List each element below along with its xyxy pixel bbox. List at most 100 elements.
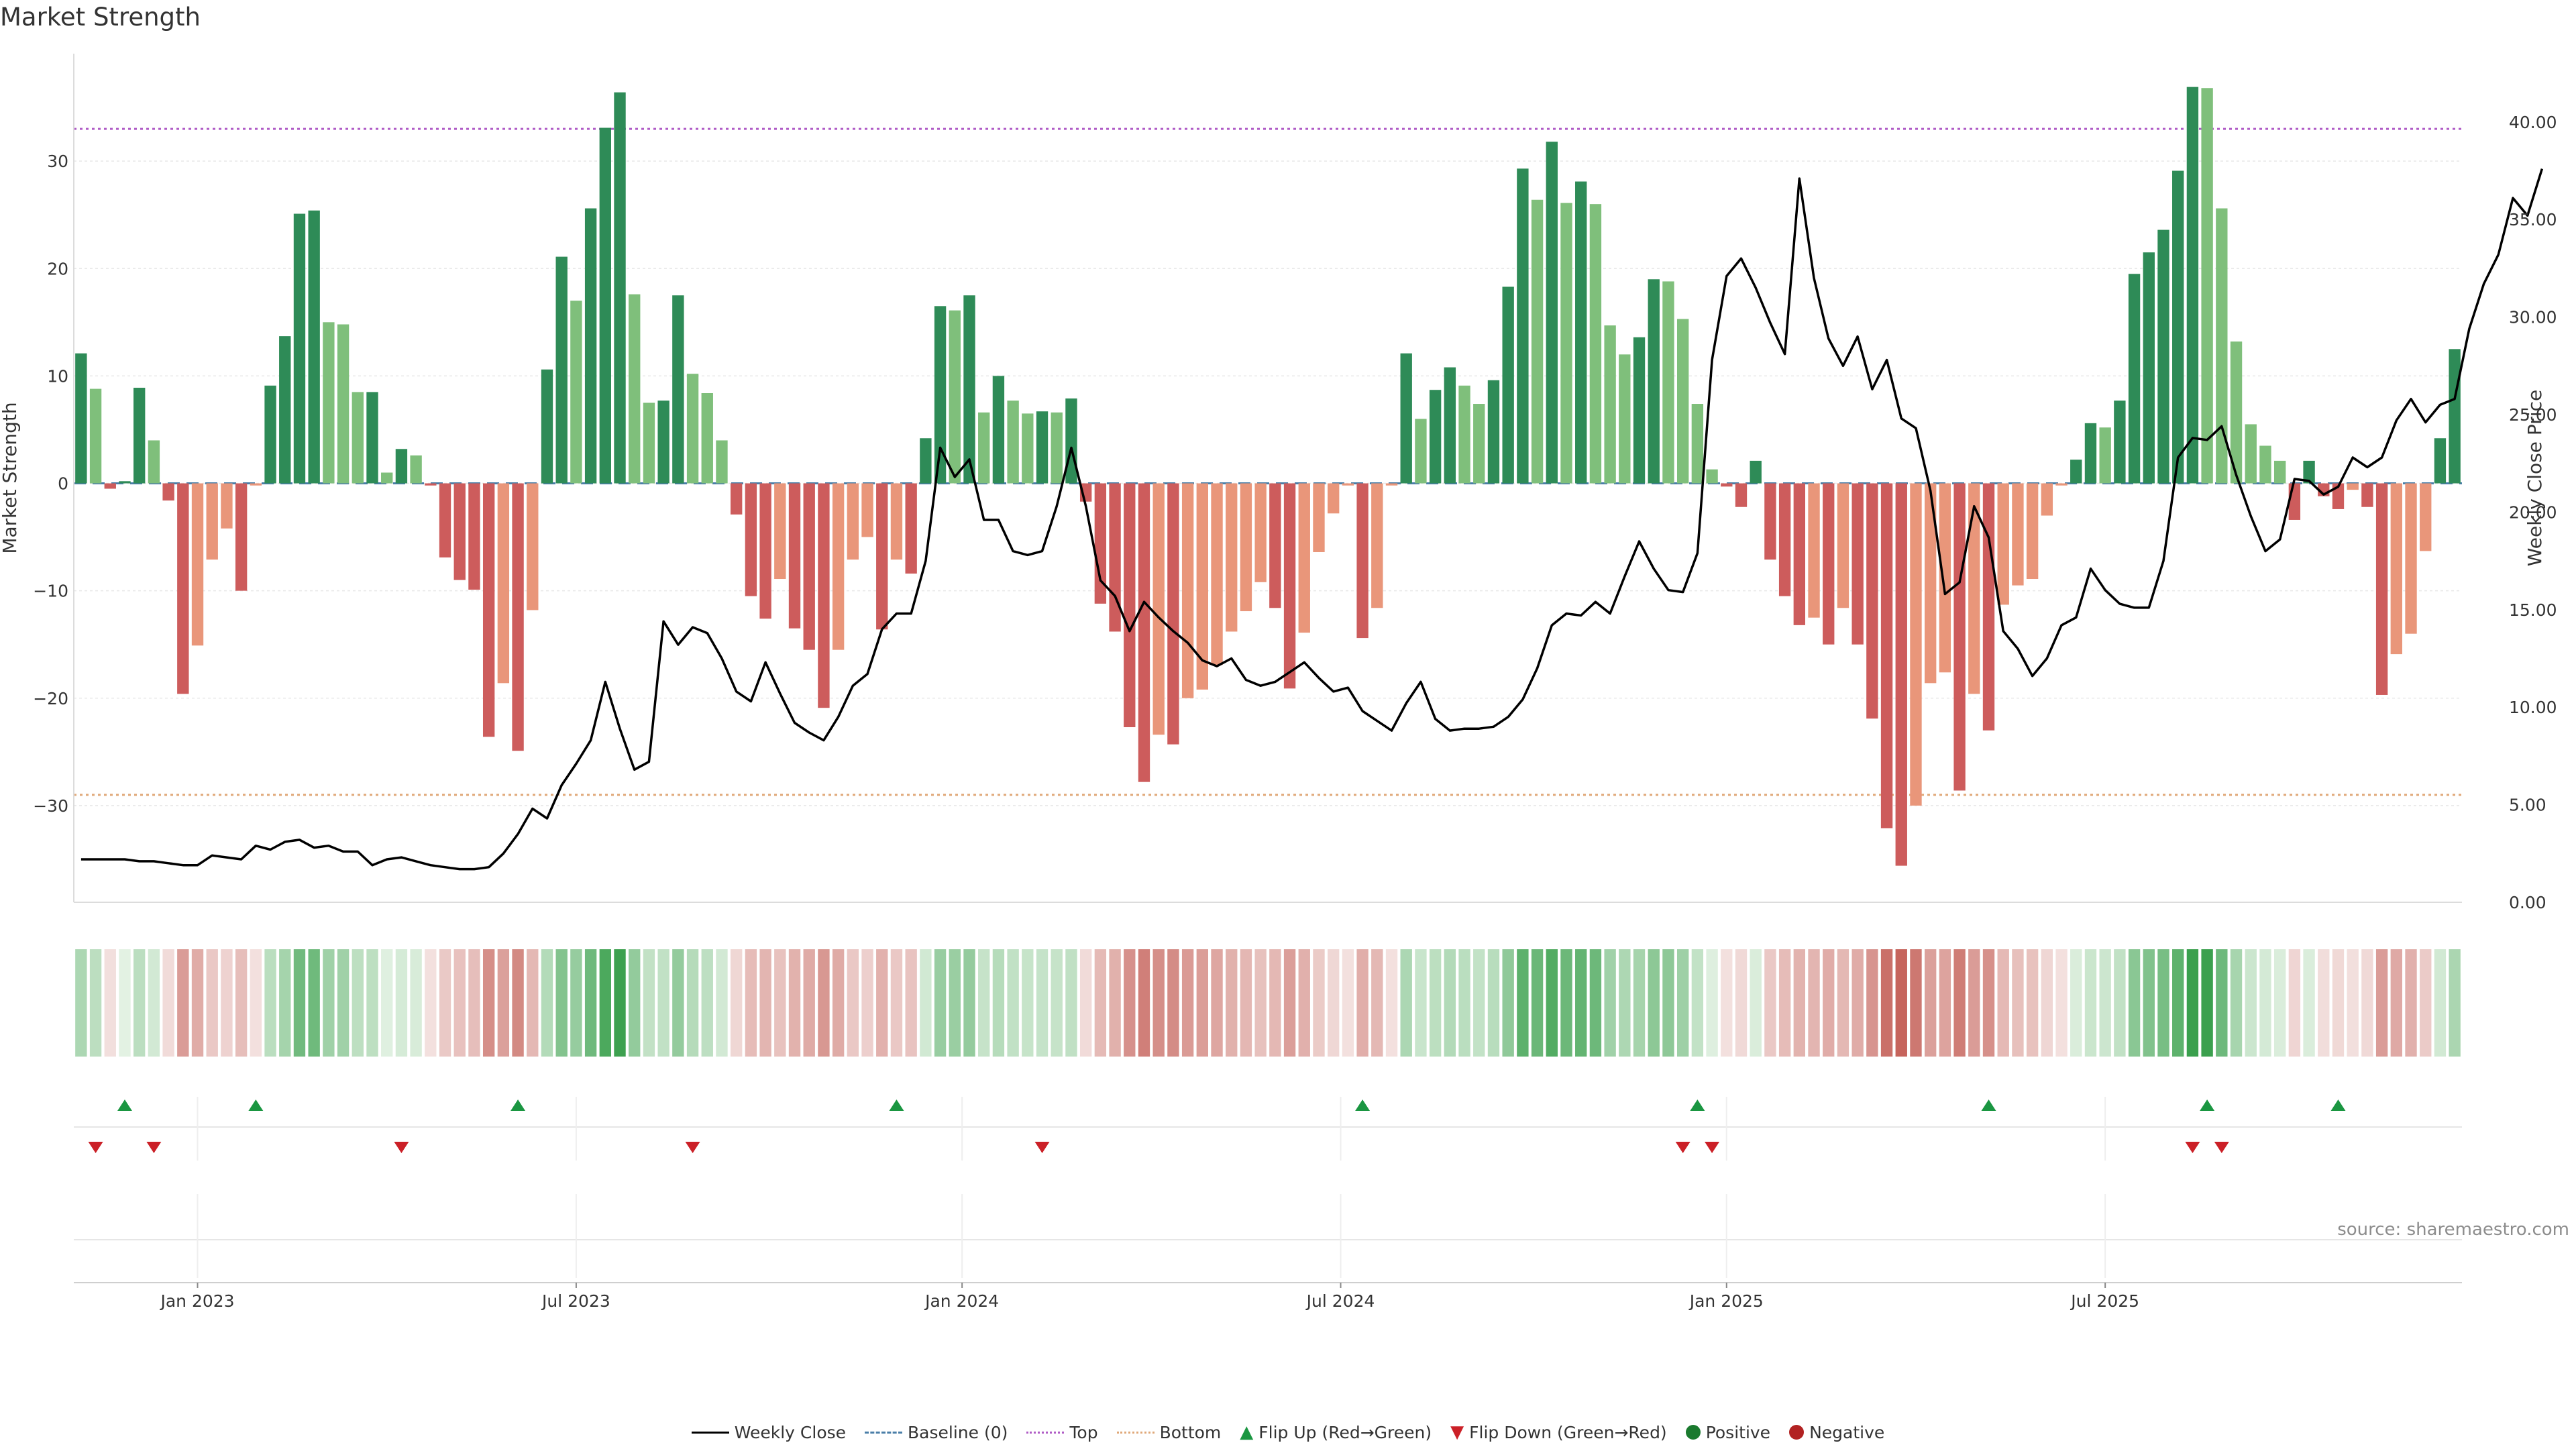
strength-bar xyxy=(759,483,771,619)
strength-bar xyxy=(1531,199,1544,484)
heat-cell xyxy=(1808,949,1820,1057)
heat-cell xyxy=(2099,949,2111,1057)
legend-item-baseline: Baseline (0) xyxy=(865,1423,1008,1442)
strength-bar xyxy=(133,387,146,484)
heat-cell xyxy=(1487,949,1500,1057)
heat-cell xyxy=(949,949,961,1057)
heat-cell xyxy=(2172,949,2184,1057)
heat-cell xyxy=(890,949,903,1057)
x-tick-label: Jan 2023 xyxy=(159,1291,234,1311)
heat-cell xyxy=(832,949,845,1057)
strength-bar xyxy=(512,483,524,751)
heat-cell xyxy=(629,949,641,1057)
strength-bar xyxy=(177,483,189,694)
weekly-close-line xyxy=(80,168,2544,871)
strength-bar xyxy=(1589,204,1602,484)
strength-bar xyxy=(2201,88,2213,484)
legend-item-negative: Negative xyxy=(1789,1423,1884,1442)
heat-cell xyxy=(2390,949,2402,1057)
heat-cell xyxy=(2055,949,2068,1057)
strength-bar xyxy=(235,483,248,591)
strength-bar xyxy=(672,295,684,484)
strength-bar xyxy=(206,483,218,560)
heat-cell xyxy=(2273,949,2286,1057)
heat-cell xyxy=(861,949,873,1057)
heat-cell xyxy=(395,949,408,1057)
heat-cell xyxy=(1895,949,1907,1057)
heat-cell xyxy=(482,949,495,1057)
strength-bar xyxy=(1065,398,1077,484)
strength-bar xyxy=(949,310,961,484)
heat-cell xyxy=(1254,949,1267,1057)
heat-cell xyxy=(1094,949,1107,1057)
strength-bar xyxy=(731,483,743,515)
heat-cell xyxy=(2157,949,2169,1057)
strength-bar xyxy=(337,324,350,484)
flip-up-marker xyxy=(1981,1099,1996,1111)
strength-bar xyxy=(716,440,728,484)
strength-bar xyxy=(1458,385,1470,484)
heat-cell xyxy=(1051,949,1063,1057)
y-tick-right: 30.00 xyxy=(2509,308,2557,327)
y-tick-left: 30 xyxy=(47,152,68,171)
strength-bar xyxy=(1240,483,1252,612)
heat-cell xyxy=(1167,949,1179,1057)
heat-cell xyxy=(1648,949,1660,1057)
heat-cell xyxy=(803,949,815,1057)
strength-bar xyxy=(1283,483,1296,689)
strength-bar xyxy=(1094,483,1107,604)
strength-bar xyxy=(221,483,233,529)
strength-bar xyxy=(1400,353,1412,484)
flip-down-marker xyxy=(1705,1142,1720,1153)
strength-bar xyxy=(1109,483,1121,632)
legend-item-weekly-close: Weekly Close xyxy=(691,1422,847,1442)
heat-cell xyxy=(584,949,597,1057)
heat-cell xyxy=(1065,949,1077,1057)
strength-bar xyxy=(584,208,597,484)
strength-bar xyxy=(1254,483,1267,582)
heat-cell xyxy=(1124,949,1136,1057)
heat-cell xyxy=(1211,949,1223,1057)
strength-bar xyxy=(1415,419,1427,484)
heat-cell xyxy=(381,949,393,1057)
strength-bar xyxy=(1925,483,1937,684)
strength-bar xyxy=(119,481,131,484)
heat-cell xyxy=(1328,949,1340,1057)
strength-bar xyxy=(75,353,87,484)
strength-bar xyxy=(2288,483,2301,520)
flip-down-marker xyxy=(2185,1142,2200,1153)
heat-cell xyxy=(2303,949,2315,1057)
strength-bars xyxy=(75,87,2461,866)
strength-bar xyxy=(992,376,1005,484)
strength-bar xyxy=(555,256,568,484)
strength-bar xyxy=(1124,483,1136,727)
heat-cell xyxy=(1138,949,1150,1057)
heat-cell xyxy=(1429,949,1442,1057)
heat-cell xyxy=(2041,949,2053,1057)
strength-bar xyxy=(1487,380,1500,484)
heat-cell xyxy=(221,949,233,1057)
triangle-up-icon: ▲ xyxy=(1240,1422,1254,1442)
strength-bar xyxy=(1662,281,1674,484)
heat-cell xyxy=(1910,949,1922,1057)
heat-cell xyxy=(1181,949,1194,1057)
strength-bar xyxy=(2084,423,2097,484)
strength-bar xyxy=(1823,483,1835,645)
y-tick-left: 20 xyxy=(47,259,68,278)
heat-cell xyxy=(905,949,917,1057)
strength-bar xyxy=(847,483,859,560)
heat-cell xyxy=(366,949,378,1057)
legend: Weekly Close Baseline (0) Top Bottom ▲ F… xyxy=(0,1422,2576,1442)
strength-bar xyxy=(1764,483,1776,560)
strength-bar xyxy=(2434,438,2447,484)
strength-bar xyxy=(2070,460,2082,484)
heat-cell xyxy=(1458,949,1470,1057)
heat-cell xyxy=(2216,949,2228,1057)
heat-cell xyxy=(745,949,757,1057)
circle-icon xyxy=(1685,1425,1701,1440)
heat-cell xyxy=(1619,949,1631,1057)
heat-cell xyxy=(2375,949,2388,1057)
legend-label: Weekly Close xyxy=(734,1422,847,1442)
strength-bar xyxy=(2273,460,2286,484)
